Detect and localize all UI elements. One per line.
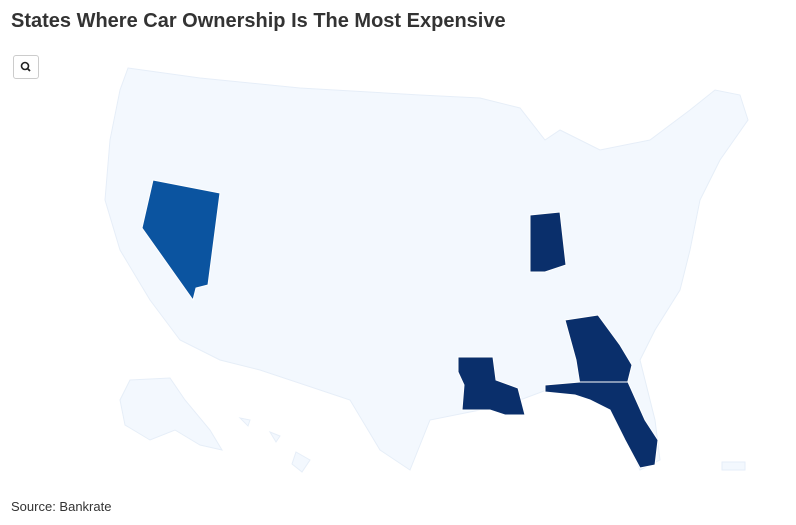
search-icon [20,61,31,72]
state [544,381,659,469]
zoom-button[interactable] [13,55,39,79]
state [141,179,221,302]
state [564,314,633,386]
title: States Where Car Ownership Is The Most E… [11,10,506,32]
highlighted-states [141,179,659,469]
state [457,356,526,416]
source: Source: Bankrate [11,499,112,514]
state [529,211,567,273]
us-map [104,67,749,473]
